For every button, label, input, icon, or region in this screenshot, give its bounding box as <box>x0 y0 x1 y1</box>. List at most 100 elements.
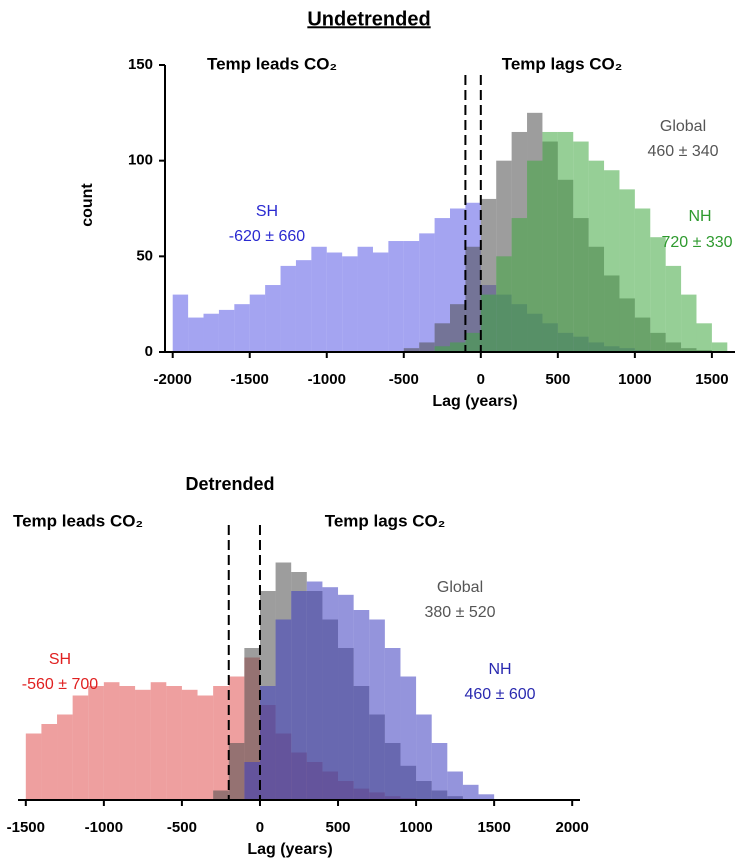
annotation: Temp leads CO₂ <box>207 54 337 73</box>
annotation: Temp lags CO₂ <box>325 511 446 530</box>
histogram-bar <box>447 772 463 801</box>
y-tick-label: 50 <box>136 247 153 264</box>
annotation: Temp lags CO₂ <box>502 54 623 73</box>
histogram-bar <box>342 256 357 352</box>
histogram-bar <box>404 241 419 352</box>
histogram-bar <box>354 610 370 800</box>
histogram-bar <box>57 715 73 801</box>
histogram-bar <box>265 285 280 352</box>
histogram-bar <box>244 762 260 800</box>
annotation: NH <box>688 208 711 225</box>
histogram-bar <box>681 295 696 352</box>
histogram-bar <box>151 682 167 800</box>
histogram-bar <box>432 743 448 800</box>
histogram-bar <box>276 620 292 801</box>
histogram-bar <box>234 304 249 352</box>
histogram-bar <box>542 132 557 352</box>
histogram-bar <box>666 266 681 352</box>
y-tick-label: 150 <box>128 56 153 73</box>
histogram-bar <box>307 582 323 801</box>
histogram-bar <box>450 342 465 352</box>
histogram-bar <box>327 253 342 352</box>
x-axis-label: Lag (years) <box>432 393 517 410</box>
histogram-bar <box>385 648 401 800</box>
histogram-bar <box>104 682 120 800</box>
histogram-bar <box>496 256 511 352</box>
x-tick-label: -1000 <box>308 371 346 388</box>
histogram-bar <box>696 323 711 352</box>
histogram-bar <box>182 690 198 800</box>
x-tick-label: -1500 <box>7 819 45 836</box>
x-tick-label: -2000 <box>154 371 192 388</box>
annotation: 380 ± 520 <box>424 604 495 621</box>
x-tick-label: 1000 <box>399 819 432 836</box>
histogram-bar <box>419 233 434 352</box>
histogram-bar <box>204 314 219 352</box>
histogram-bar <box>573 142 588 352</box>
x-tick-label: 500 <box>326 819 351 836</box>
histogram-bar <box>213 686 229 800</box>
histogram-bar <box>527 161 542 352</box>
histogram-bar <box>281 266 296 352</box>
histogram-bar <box>322 587 338 800</box>
annotation: 460 ± 600 <box>464 686 535 703</box>
x-tick-label: 1000 <box>618 371 651 388</box>
x-axis-label: Lag (years) <box>247 841 332 858</box>
histogram-bar <box>41 724 57 800</box>
y-axis-label: count <box>79 183 96 227</box>
histogram-bar <box>173 295 188 352</box>
histogram-bar <box>260 686 276 800</box>
annotation: Global <box>660 118 706 135</box>
chart-title: Detrended <box>185 474 274 494</box>
histogram-bar <box>373 253 388 352</box>
histogram-bar <box>229 743 245 800</box>
y-tick-label: 100 <box>128 152 153 169</box>
histogram-bar <box>88 686 104 800</box>
histogram-bar <box>119 686 135 800</box>
histogram-bar <box>416 715 432 801</box>
histogram-bar <box>358 247 373 352</box>
histogram-bar <box>712 342 727 352</box>
x-tick-label: 500 <box>545 371 570 388</box>
annotation: -620 ± 660 <box>229 228 305 245</box>
histogram-bar <box>188 318 203 352</box>
x-tick-label: 2000 <box>556 819 589 836</box>
histogram-bar <box>250 295 265 352</box>
histogram-bar <box>635 209 650 353</box>
x-tick-label: -1000 <box>85 819 123 836</box>
histogram-bar <box>166 686 182 800</box>
histogram-bar <box>219 310 234 352</box>
histogram-bar <box>73 696 89 801</box>
annotation: -560 ± 700 <box>22 676 98 693</box>
histogram-bar <box>369 620 385 801</box>
annotation: Global <box>437 579 483 596</box>
histogram-bar <box>619 189 634 352</box>
figure: Undetrended -2000-1500-1000-500050010001… <box>0 0 739 863</box>
histogram-bar <box>291 591 307 800</box>
annotation: 720 ± 330 <box>661 234 732 251</box>
histogram-bar <box>465 333 480 352</box>
histogram-bar <box>198 696 214 801</box>
histogram-bar <box>463 785 479 800</box>
histogram-bar <box>650 237 665 352</box>
histogram-bar <box>311 247 326 352</box>
histogram-bar <box>213 791 229 801</box>
annotation: SH <box>49 651 71 668</box>
histogram-bar <box>338 595 354 800</box>
histogram-bar <box>135 690 151 800</box>
histogram-bar <box>604 170 619 352</box>
annotation: 460 ± 340 <box>647 143 718 160</box>
annotation: SH <box>256 203 278 220</box>
histogram-bar <box>558 132 573 352</box>
x-tick-label: 1500 <box>477 819 510 836</box>
histogram-bar <box>512 218 527 352</box>
annotation: Temp leads CO₂ <box>13 511 143 530</box>
histogram-bar <box>419 342 434 352</box>
x-tick-label: 0 <box>477 371 485 388</box>
y-tick-label: 0 <box>145 343 153 360</box>
histogram-bar <box>296 260 311 352</box>
annotation: NH <box>488 661 511 678</box>
x-tick-label: -500 <box>389 371 419 388</box>
histogram-bar <box>589 161 604 352</box>
histogram-bar <box>26 734 42 801</box>
